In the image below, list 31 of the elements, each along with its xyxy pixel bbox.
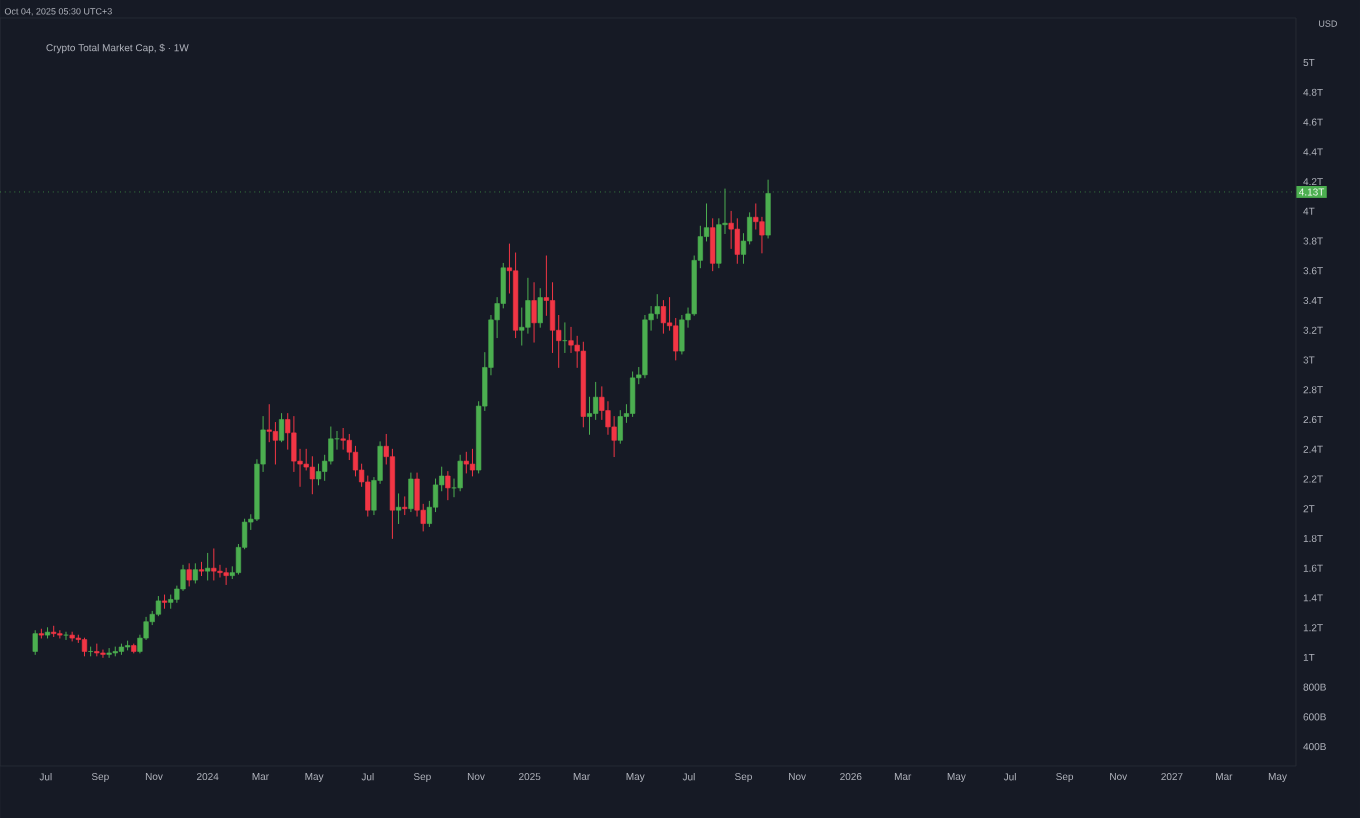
candlestick <box>51 625 57 638</box>
candlestick <box>395 493 402 525</box>
candlestick <box>580 341 586 428</box>
candlestick <box>186 563 192 587</box>
candlestick <box>402 496 408 516</box>
candlestick <box>32 630 38 655</box>
candlestick <box>125 640 131 651</box>
candlestick <box>44 627 51 639</box>
candlestick <box>309 456 315 495</box>
candlestick <box>192 563 198 584</box>
candlestick <box>38 628 44 639</box>
candlestick <box>660 300 666 334</box>
candlestick <box>131 643 137 654</box>
candlestick <box>205 552 211 581</box>
candlestick <box>155 595 161 617</box>
candlestick <box>710 218 716 272</box>
candlestick <box>537 288 543 328</box>
candlestick <box>630 371 636 418</box>
candlestick <box>106 647 112 658</box>
candlestick <box>161 594 168 609</box>
candlestick <box>112 646 118 657</box>
candlestick <box>198 561 205 577</box>
candlestick <box>278 413 285 443</box>
candlestick <box>457 454 463 492</box>
candlestick <box>94 643 100 657</box>
candlestick <box>734 218 740 264</box>
candlestick <box>211 548 217 581</box>
candlestick <box>118 643 125 655</box>
candlestick <box>463 451 469 474</box>
candlestick <box>617 410 623 444</box>
candlestick <box>469 448 476 477</box>
